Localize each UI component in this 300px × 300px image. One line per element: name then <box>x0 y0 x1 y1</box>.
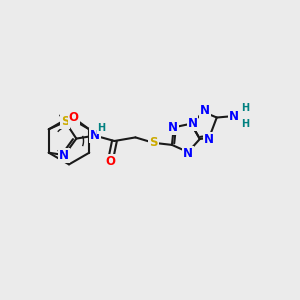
Text: O: O <box>69 111 79 124</box>
Text: O: O <box>106 155 116 168</box>
Text: N: N <box>168 121 178 134</box>
Text: N: N <box>229 110 239 122</box>
Text: N: N <box>183 147 193 160</box>
Text: S: S <box>61 115 70 128</box>
Text: N: N <box>90 129 100 142</box>
Text: N: N <box>188 117 197 130</box>
Text: S: S <box>149 136 158 149</box>
Text: H: H <box>241 103 249 113</box>
Text: N: N <box>59 148 69 162</box>
Text: N: N <box>204 133 214 146</box>
Text: N: N <box>200 104 210 117</box>
Text: H: H <box>98 123 106 133</box>
Text: H: H <box>241 119 249 129</box>
